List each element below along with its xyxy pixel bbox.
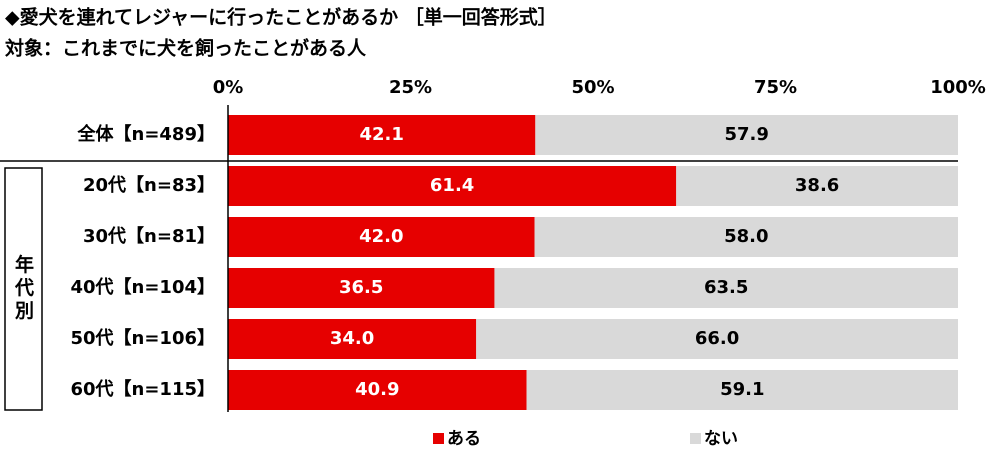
bar-segment xyxy=(228,319,477,359)
legend-swatch xyxy=(690,433,701,444)
legend-label: ない xyxy=(704,429,738,449)
bar-segment xyxy=(228,268,495,308)
bar-segment xyxy=(228,166,677,206)
data-label: 42.0 xyxy=(359,226,403,247)
data-label: 42.1 xyxy=(359,124,403,145)
bar-segment xyxy=(535,115,958,155)
group-label: 年代別 xyxy=(12,253,35,323)
data-label: 38.6 xyxy=(795,175,839,196)
data-label: 66.0 xyxy=(695,328,739,349)
x-tick-label: 50% xyxy=(571,77,614,98)
legend-label: ある xyxy=(447,429,481,449)
y-tick-label: 40代【n=104】 xyxy=(70,277,215,298)
data-label: 57.9 xyxy=(724,124,768,145)
data-label: 34.0 xyxy=(330,328,374,349)
y-tick-label: 30代【n=81】 xyxy=(83,226,215,247)
bar-segment xyxy=(676,166,958,206)
bar-segment xyxy=(534,217,958,257)
data-label: 59.1 xyxy=(720,379,764,400)
bar-segment xyxy=(476,319,958,359)
y-tick-label: 20代【n=83】 xyxy=(83,175,215,196)
data-label: 63.5 xyxy=(704,277,748,298)
x-tick-label: 25% xyxy=(389,77,432,98)
data-label: 58.0 xyxy=(724,226,768,247)
bar-segment xyxy=(228,370,527,410)
bar-segment xyxy=(526,370,958,410)
chart-title: ◆愛犬を連れてレジャーに行ったことがあるか ［単一回答形式］ xyxy=(5,6,557,29)
data-label: 36.5 xyxy=(339,277,383,298)
group-box xyxy=(4,167,43,411)
x-tick-label: 100% xyxy=(930,77,986,98)
y-tick-label: 60代【n=115】 xyxy=(70,379,215,400)
y-tick-label: 50代【n=106】 xyxy=(70,328,215,349)
data-label: 40.9 xyxy=(355,379,399,400)
bar-segment xyxy=(494,268,958,308)
bar-segment xyxy=(228,115,536,155)
x-tick-label: 0% xyxy=(213,77,244,98)
y-tick-label: 全体【n=489】 xyxy=(77,123,215,145)
x-tick-label: 75% xyxy=(754,77,797,98)
data-label: 61.4 xyxy=(430,175,474,196)
legend-swatch xyxy=(433,433,444,444)
chart-subtitle: 対象：これまでに犬を飼ったことがある人 xyxy=(4,37,367,60)
bar-segment xyxy=(228,217,535,257)
